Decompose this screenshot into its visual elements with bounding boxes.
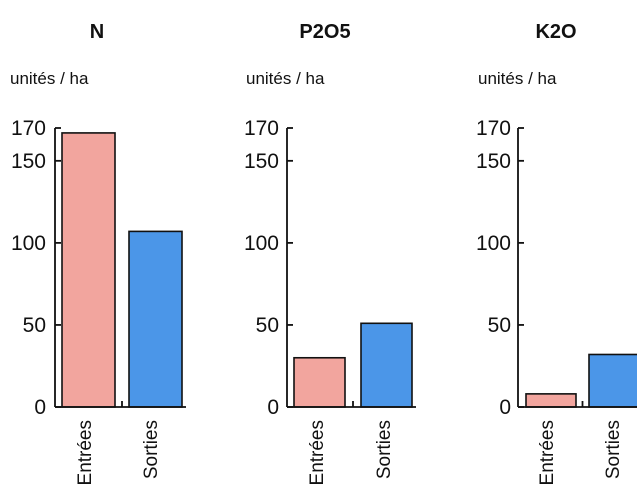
bar-sorties [128,230,183,408]
y-tick-label: 150 [244,150,279,173]
y-axis-unit-label: unités / ha [478,69,557,88]
y-tick-label: 170 [244,117,279,140]
y-tick-label: 170 [476,117,511,140]
y-axis-unit-label: unités / ha [10,69,89,88]
y-tick-label: 0 [499,396,511,419]
category-label: Entrées [537,420,558,485]
y-tick-label: 50 [256,314,279,337]
y-tick-label: 170 [11,117,46,140]
y-tick-label: 0 [267,396,279,419]
bar-sorties [360,322,413,408]
bar-sorties [588,353,637,408]
bar-entres [61,132,116,408]
y-tick-label: 0 [34,396,46,419]
category-label: Entrées [75,420,96,485]
y-tick-label: 100 [244,232,279,255]
y-tick-label: 100 [11,232,46,255]
y-tick-label: 50 [23,314,46,337]
chart-title: P2O5 [299,21,350,43]
category-label: Sorties [374,420,395,479]
chart-panel-3: K2O unités / ha 0 50 100 150 170 Entrées Sorties [476,21,637,485]
y-tick-label: 150 [11,150,46,173]
chart-title: K2O [535,21,576,43]
bar-entres [293,356,346,408]
y-tick-label: 100 [476,232,511,255]
category-label: Sorties [603,420,624,479]
y-tick-label: 50 [488,314,511,337]
category-label: Sorties [141,420,162,479]
category-label: Entrées [307,420,328,485]
bar-entres [525,393,577,408]
chart-panel-2: P2O5 unités / ha 0 50 100 150 170 Entrées Sortie… [244,21,416,485]
y-axis-unit-label: unités / ha [246,69,325,88]
y-tick-label: 150 [476,150,511,173]
chart-title: N [90,21,104,43]
